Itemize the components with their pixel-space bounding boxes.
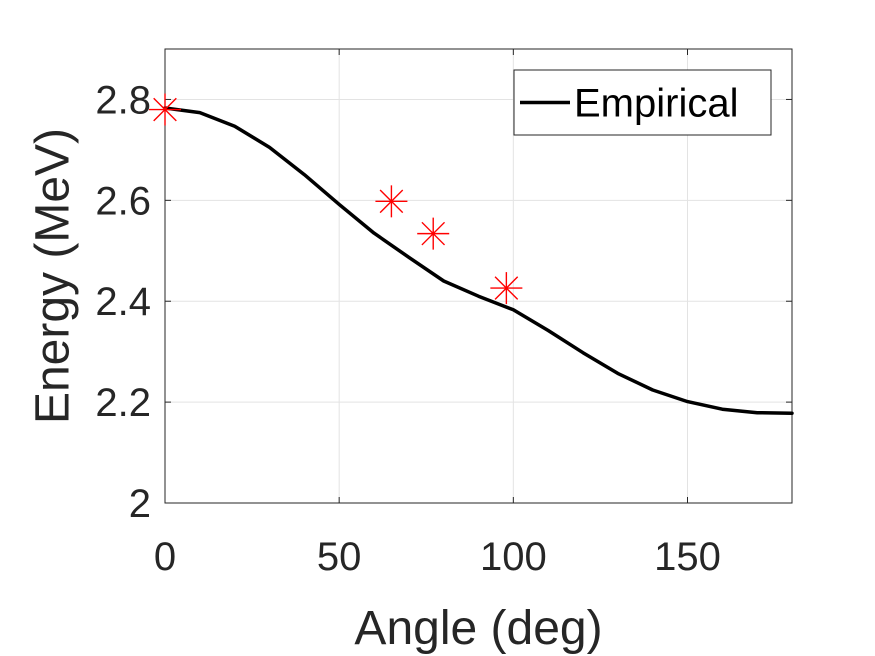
data-point-marker-2	[417, 217, 450, 250]
data-point-marker-3	[490, 272, 523, 305]
legend: Empirical	[513, 69, 772, 136]
y-tick-label: 2.8	[95, 78, 151, 122]
x-tick-label: 150	[654, 535, 721, 579]
data-point-marker-1	[375, 185, 408, 218]
legend-label-empirical: Empirical	[574, 82, 738, 126]
y-axis-title: Energy (MeV)	[27, 128, 80, 424]
x-tick-label: 100	[480, 535, 547, 579]
y-tick-label: 2.4	[95, 280, 151, 324]
x-tick-label: 0	[154, 535, 176, 579]
x-tick-label: 50	[317, 535, 362, 579]
data-point-marker-0	[149, 93, 181, 126]
plot-area-frame	[164, 48, 793, 504]
series-line-empirical	[163, 106, 794, 415]
y-axis-ticks: 2 2.2 2.4 2.6 2.8	[95, 78, 792, 526]
y-tick-label: 2.2	[95, 381, 151, 425]
x-axis-title: Angle (deg)	[354, 602, 602, 655]
y-tick-label: 2.6	[95, 179, 151, 223]
data-series	[149, 93, 794, 415]
x-axis-ticks: 0 50 100 150	[154, 49, 721, 579]
y-tick-label: 2	[129, 482, 151, 526]
